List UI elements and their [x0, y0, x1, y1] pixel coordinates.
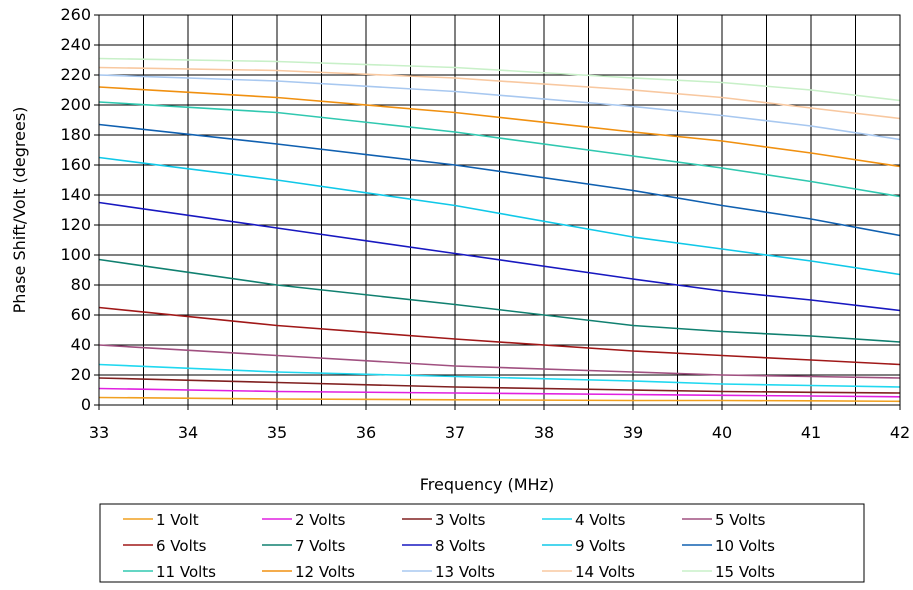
- legend-label: 13 Volts: [435, 563, 495, 581]
- x-tick-label: 41: [801, 423, 821, 442]
- series-line-15-volts: [98, 57, 901, 102]
- series-line-6-volts: [98, 306, 901, 366]
- x-tick-label: 40: [712, 423, 732, 442]
- series-line-3-volts: [98, 377, 901, 394]
- y-tick-label: 260: [60, 5, 91, 24]
- legend-label: 5 Volts: [715, 511, 766, 529]
- legend: 1 Volt 2 Volts 3 Volts 4 Volts 5 Volts 6 Volt…: [99, 503, 865, 583]
- series-line-9-volts: [98, 156, 901, 276]
- x-tick-label: 37: [445, 423, 465, 442]
- legend-label: 4 Volts: [575, 511, 626, 529]
- series-line-7-volts: [98, 258, 901, 343]
- legend-label: 8 Volts: [435, 537, 486, 555]
- x-axis-title: Frequency (MHz): [420, 475, 554, 494]
- legend-label: 3 Volts: [435, 511, 486, 529]
- legend-box: [99, 503, 865, 583]
- legend-label: 1 Volt: [156, 511, 199, 529]
- y-tick-label: 80: [71, 275, 91, 294]
- series-line-10-volts: [98, 123, 901, 237]
- series-line-13-volts: [98, 74, 901, 141]
- plot-area-frame: [98, 14, 901, 406]
- y-axis-title: Phase Shift/Volt (degrees): [10, 107, 29, 314]
- x-tick-label: 36: [356, 423, 376, 442]
- series-line-12-volts: [98, 86, 901, 168]
- legend-label: 11 Volts: [156, 563, 216, 581]
- legend-label: 2 Volts: [295, 511, 346, 529]
- y-tick-label: 180: [60, 125, 91, 144]
- grid: [98, 14, 901, 406]
- legend-label: 14 Volts: [575, 563, 635, 581]
- series-line-5-volts: [98, 344, 901, 379]
- series-line-14-volts: [98, 66, 901, 120]
- series-line-8-volts: [98, 201, 901, 312]
- y-tick-label: 0: [81, 395, 91, 414]
- y-tick-label: 220: [60, 65, 91, 84]
- y-axis-ticks: 0 20 40 60 80 100 120 140 160 180 200 220 240 260: [60, 5, 99, 414]
- y-tick-label: 40: [71, 335, 91, 354]
- series-line-2-volts: [98, 387, 901, 398]
- series-line-4-volts: [98, 363, 901, 388]
- x-tick-label: 35: [267, 423, 287, 442]
- x-tick-label: 38: [534, 423, 554, 442]
- legend-label: 15 Volts: [715, 563, 775, 581]
- x-tick-label: 33: [89, 423, 109, 442]
- legend-label: 12 Volts: [295, 563, 355, 581]
- x-axis-ticks: 33 34 35 36 37 38 39 40 41 42: [89, 405, 910, 442]
- y-tick-label: 240: [60, 35, 91, 54]
- legend-label: 9 Volts: [575, 537, 626, 555]
- series-line-1-volt: [98, 396, 901, 403]
- series-line-11-volts: [98, 101, 901, 198]
- y-tick-label: 100: [60, 245, 91, 264]
- y-tick-label: 20: [71, 365, 91, 384]
- x-tick-label: 39: [623, 423, 643, 442]
- y-tick-label: 140: [60, 185, 91, 204]
- legend-label: 6 Volts: [156, 537, 207, 555]
- y-tick-label: 120: [60, 215, 91, 234]
- x-tick-label: 42: [890, 423, 910, 442]
- legend-label: 10 Volts: [715, 537, 775, 555]
- legend-label: 7 Volts: [295, 537, 346, 555]
- y-tick-label: 60: [71, 305, 91, 324]
- series-lines: [98, 57, 901, 403]
- x-tick-label: 34: [178, 423, 198, 442]
- y-tick-label: 160: [60, 155, 91, 174]
- y-tick-label: 200: [60, 95, 91, 114]
